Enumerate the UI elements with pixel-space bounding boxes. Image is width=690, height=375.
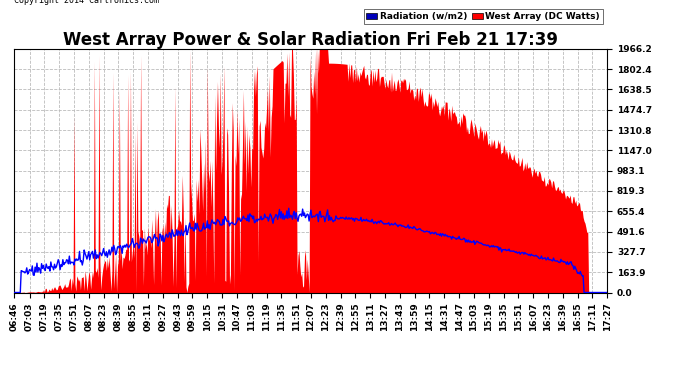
Legend: Radiation (w/m2), West Array (DC Watts): Radiation (w/m2), West Array (DC Watts) <box>364 9 602 24</box>
Text: Copyright 2014 Cartronics.com: Copyright 2014 Cartronics.com <box>14 0 159 5</box>
Title: West Array Power & Solar Radiation Fri Feb 21 17:39: West Array Power & Solar Radiation Fri F… <box>63 31 558 49</box>
